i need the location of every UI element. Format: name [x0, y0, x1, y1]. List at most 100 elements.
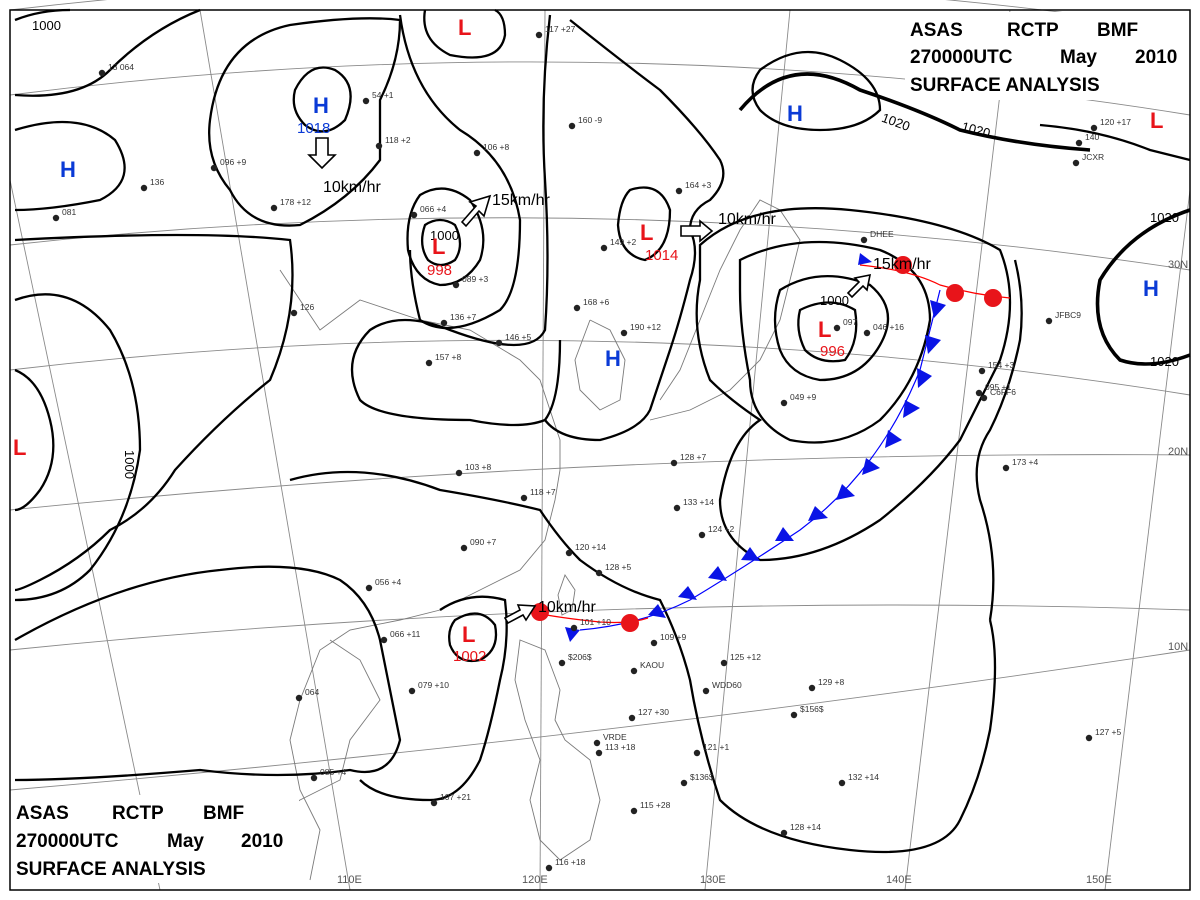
isobar — [544, 19, 725, 442]
high-pressure-symbol: H — [787, 101, 803, 126]
motion-arrows — [307, 137, 872, 625]
lat-line-15n — [9, 604, 1191, 651]
station-report: 128 +5 — [605, 562, 632, 572]
isobar-label: 1000 — [430, 228, 459, 243]
station-marker — [520, 494, 528, 502]
latitude-label: 30N — [1168, 259, 1188, 271]
station-marker — [290, 309, 298, 317]
high-pressure-symbol: H — [1143, 276, 1159, 301]
isobar-label: 1000 — [820, 293, 849, 308]
station-report: 54 +1 — [372, 90, 394, 100]
station-report: 064 — [305, 687, 319, 697]
isobar-label: 1020 — [1150, 354, 1179, 369]
isobar — [1039, 123, 1191, 162]
station-marker — [670, 459, 678, 467]
cold-front-symbol — [885, 430, 902, 448]
station-marker — [673, 504, 681, 512]
station-marker — [408, 687, 416, 695]
lon-line-130e — [704, 9, 791, 891]
station-report: 190 +12 — [630, 322, 661, 332]
station-report: 085 +4 — [320, 767, 347, 777]
isobar — [289, 470, 997, 854]
isobar-1020 — [1095, 208, 1191, 366]
high-pressure-symbol: H — [605, 346, 621, 371]
station-report: 136 +7 — [450, 312, 477, 322]
low-pressure-symbol: L — [432, 234, 445, 259]
station-marker — [570, 624, 578, 632]
station-marker — [630, 667, 638, 675]
station-marker — [628, 714, 636, 722]
station-marker — [698, 531, 706, 539]
motion-labels: 10km/hr 15km/hr 10km/hr 15km/hr 10km/hr — [323, 179, 931, 616]
header-year: 2010 — [241, 831, 283, 852]
station-marker — [702, 687, 710, 695]
isobars — [14, 8, 1191, 854]
warm-front-symbol — [946, 284, 964, 302]
warm-front-symbol — [531, 603, 549, 621]
station-marker — [565, 549, 573, 557]
station-marker — [573, 304, 581, 312]
station-report: 107 +21 — [440, 792, 471, 802]
graticule — [9, 0, 1191, 891]
station-marker — [473, 149, 481, 157]
station-marker — [362, 97, 370, 105]
isobar — [14, 368, 55, 512]
cold-front-symbol — [678, 586, 697, 600]
isobar — [448, 612, 498, 663]
station-marker — [425, 359, 433, 367]
low-pressure-symbol: L — [640, 220, 653, 245]
station-report: 173 +4 — [1012, 457, 1039, 467]
longitude-label: 130E — [700, 874, 726, 886]
lat-line-10n — [9, 649, 1191, 791]
isobar — [398, 14, 522, 330]
motion-arrow — [307, 137, 337, 170]
station-report: 128 +7 — [680, 452, 707, 462]
station-marker — [693, 749, 701, 757]
station-report: 056 +4 — [375, 577, 402, 587]
motion-label: 15km/hr — [492, 192, 550, 209]
isobar — [773, 275, 890, 382]
station-marker — [1002, 464, 1010, 472]
pressure-centers: H 1018 H H H H L 998 L 1014 L 996 L 1002… — [13, 15, 1163, 665]
station-report: 118 +7 — [530, 487, 556, 497]
station-report: 127 +5 — [1095, 727, 1122, 737]
isobar — [423, 8, 507, 59]
station-report: 149 +2 — [610, 237, 637, 247]
station-marker — [833, 324, 841, 332]
station-marker — [568, 122, 576, 130]
station-report: 140 — [1085, 132, 1099, 142]
station-marker — [52, 214, 60, 222]
station-report: 090 +7 — [470, 537, 497, 547]
station-report: 097 — [843, 317, 857, 327]
station-marker — [558, 659, 566, 667]
station-marker — [593, 739, 601, 747]
longitude-label: 120E — [522, 874, 548, 886]
station-report: 157 +8 — [435, 352, 462, 362]
low-pressure-value: 1002 — [453, 648, 486, 665]
cold-front-symbol — [775, 527, 794, 541]
station-marker — [675, 187, 683, 195]
cold-front-symbols — [565, 253, 946, 642]
coastlines — [249, 199, 801, 881]
station-report: 115 +28 — [640, 800, 671, 810]
station-report: 103 +8 — [465, 462, 492, 472]
low-pressure-value: 996 — [820, 343, 845, 360]
station-marker — [620, 329, 628, 337]
station-reports: 13 064 136 081 096 +9 178 +12 54 +1 118 +2 066 … — [52, 24, 1131, 872]
station-marker — [140, 184, 148, 192]
cold-front-symbol — [708, 566, 727, 581]
motion-label: 10km/hr — [718, 211, 776, 228]
coast-taiwan — [557, 573, 576, 616]
station-report: 146 +5 — [505, 332, 532, 342]
station-report: 13 064 — [108, 62, 134, 72]
warm-front-symbol — [621, 614, 639, 632]
cold-front-symbol — [741, 547, 760, 561]
station-report: 160 -9 — [578, 115, 602, 125]
longitude-label: 110E — [337, 874, 362, 886]
station-marker — [595, 569, 603, 577]
isobar — [14, 233, 294, 592]
station-marker — [380, 636, 388, 644]
station-report: $206$ — [568, 652, 592, 662]
isobar — [350, 14, 562, 427]
